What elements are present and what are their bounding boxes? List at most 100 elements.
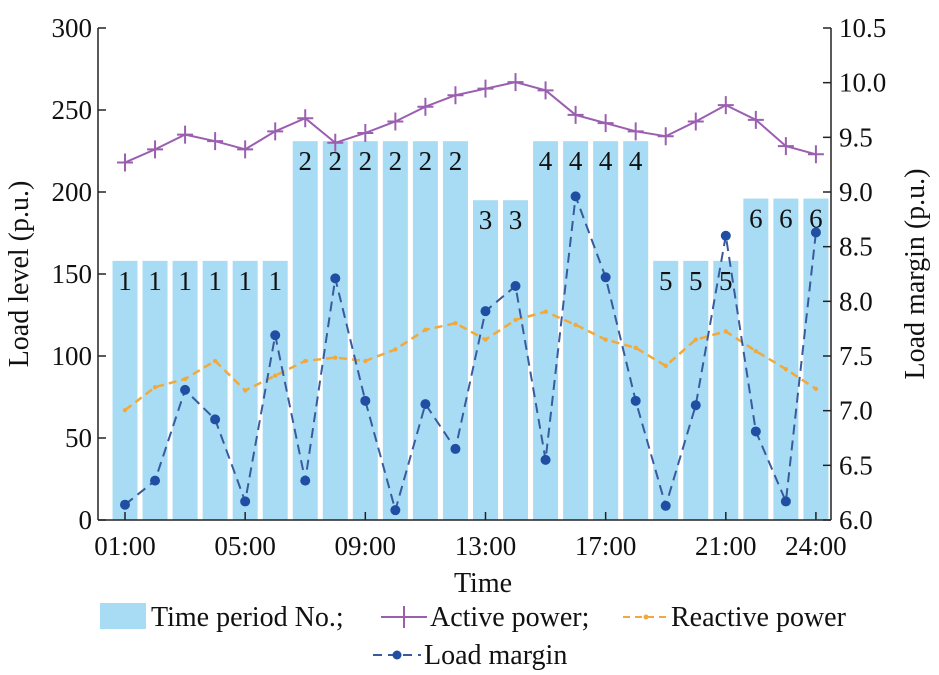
point-active-power-24 xyxy=(807,145,824,164)
point-active-power-20 xyxy=(687,112,704,131)
y-right-tick-label: 8.0 xyxy=(839,286,873,316)
point-load-margin-14 xyxy=(510,281,521,292)
point-active-power-21 xyxy=(717,96,734,115)
point-reactive-power-18 xyxy=(633,345,638,350)
bar-period-hour-20 xyxy=(683,260,709,520)
point-reactive-power-12 xyxy=(453,321,458,326)
point-reactive-power-16 xyxy=(573,322,578,328)
point-reactive-power-15 xyxy=(543,309,548,314)
bar-period-hour-16 xyxy=(563,141,589,520)
legend-label-active-power: Active power; xyxy=(430,602,589,633)
point-load-margin-9 xyxy=(360,395,371,406)
series-line-reactive-power xyxy=(124,310,817,412)
bar-period-hour-9 xyxy=(352,141,378,520)
point-active-power-10 xyxy=(387,112,404,131)
series-line-active-power xyxy=(124,81,817,164)
x-tick-label: 24:00 xyxy=(785,531,847,561)
point-load-margin-3 xyxy=(180,384,191,395)
legend: Time period No.; Active power; Reactive … xyxy=(100,602,847,671)
point-reactive-power-5 xyxy=(242,388,248,393)
point-load-margin-10 xyxy=(390,505,401,516)
y-left-tick-label: 100 xyxy=(52,341,93,371)
point-load-margin-23 xyxy=(780,496,791,507)
period-label-24: 6 xyxy=(809,204,823,234)
period-label-12: 2 xyxy=(449,146,463,176)
period-label-10: 2 xyxy=(389,146,403,176)
point-active-power-13 xyxy=(477,79,494,98)
y-right-tick-label: 9.0 xyxy=(839,177,873,207)
period-label-18: 4 xyxy=(629,146,643,176)
point-reactive-power-3 xyxy=(182,376,188,382)
x-tick-label: 01:00 xyxy=(94,531,156,561)
y-right-tick-label: 6.5 xyxy=(839,450,873,480)
x-tick-label: 09:00 xyxy=(335,531,397,561)
period-label-14: 3 xyxy=(509,205,523,235)
y-left-tick-label: 50 xyxy=(65,423,92,453)
y-left-tick-label: 300 xyxy=(52,13,93,43)
point-reactive-power-6 xyxy=(273,373,278,378)
bar-period-hour-13 xyxy=(472,200,498,520)
bar-period-hour-14 xyxy=(503,200,529,520)
point-active-power-7 xyxy=(297,109,314,128)
point-active-power-14 xyxy=(507,73,524,92)
period-label-21: 5 xyxy=(719,266,733,296)
point-load-margin-15 xyxy=(540,454,551,465)
point-load-margin-7 xyxy=(300,475,311,486)
y-axis-right-title: Load margin (p.u.) xyxy=(900,169,931,380)
bar-period-hour-17 xyxy=(593,141,619,520)
point-reactive-power-24 xyxy=(813,386,819,391)
point-active-power-22 xyxy=(747,110,764,129)
y-right-tick-label: 7.0 xyxy=(839,396,873,426)
point-load-margin-1 xyxy=(120,499,130,510)
bar-period-hour-21 xyxy=(713,260,739,520)
legend-marker-reactive-power xyxy=(643,614,649,620)
point-active-power-17 xyxy=(597,114,614,133)
lines-group xyxy=(117,73,824,516)
point-reactive-power-23 xyxy=(783,366,789,372)
axes-group: 0 50 100 150 200 250 300 6.0 6.5 7.0 7.5 8.0 8.5 9.0 9… xyxy=(52,13,887,561)
period-label-2: 1 xyxy=(148,266,162,296)
point-load-margin-12 xyxy=(450,443,461,454)
point-active-power-3 xyxy=(177,125,194,144)
y-right-tick-label: 10.0 xyxy=(839,68,886,98)
point-reactive-power-22 xyxy=(753,348,759,354)
period-label-13: 3 xyxy=(479,205,493,235)
point-active-power-15 xyxy=(537,81,554,100)
period-label-4: 1 xyxy=(208,266,222,296)
bar-period-hour-22 xyxy=(743,198,769,520)
bar-period-hour-10 xyxy=(382,141,408,520)
bar-period-hour-19 xyxy=(653,260,679,520)
x-tick-label: 05:00 xyxy=(214,531,276,561)
point-load-margin-4 xyxy=(210,414,221,425)
bar-period-hour-12 xyxy=(442,141,468,520)
y-left-tick-label: 250 xyxy=(52,95,93,125)
point-reactive-power-17 xyxy=(603,337,608,342)
y-right-tick-label: 7.5 xyxy=(839,341,873,371)
bar-period-hour-7 xyxy=(292,141,318,520)
point-load-margin-6 xyxy=(270,330,281,341)
point-active-power-19 xyxy=(657,127,674,146)
period-label-7: 2 xyxy=(298,146,312,176)
point-load-margin-18 xyxy=(630,395,641,406)
point-load-margin-17 xyxy=(600,272,611,283)
period-label-19: 5 xyxy=(659,266,673,296)
point-active-power-9 xyxy=(357,123,374,142)
bar-period-hour-4 xyxy=(202,260,228,520)
point-load-margin-20 xyxy=(690,400,701,411)
period-label-15: 4 xyxy=(539,146,553,176)
y-left-tick-label: 150 xyxy=(52,259,93,289)
bar-period-hour-23 xyxy=(773,198,799,520)
point-active-power-16 xyxy=(567,105,584,124)
period-labels-group: 1 1 1 1 1 12 2 2 2 2 23 34 4 4 45 5 56 6 6 xyxy=(118,146,822,296)
legend-label-load-margin: Load margin xyxy=(424,640,567,671)
point-active-power-8 xyxy=(327,133,344,152)
x-axis-title: Time xyxy=(454,568,512,599)
point-reactive-power-19 xyxy=(663,363,668,369)
point-load-margin-16 xyxy=(570,191,581,202)
period-label-9: 2 xyxy=(359,146,373,176)
x-tick-label: 21:00 xyxy=(695,531,757,561)
point-reactive-power-20 xyxy=(693,337,698,342)
point-active-power-18 xyxy=(627,122,644,141)
period-label-8: 2 xyxy=(329,146,343,176)
period-label-22: 6 xyxy=(749,204,763,234)
